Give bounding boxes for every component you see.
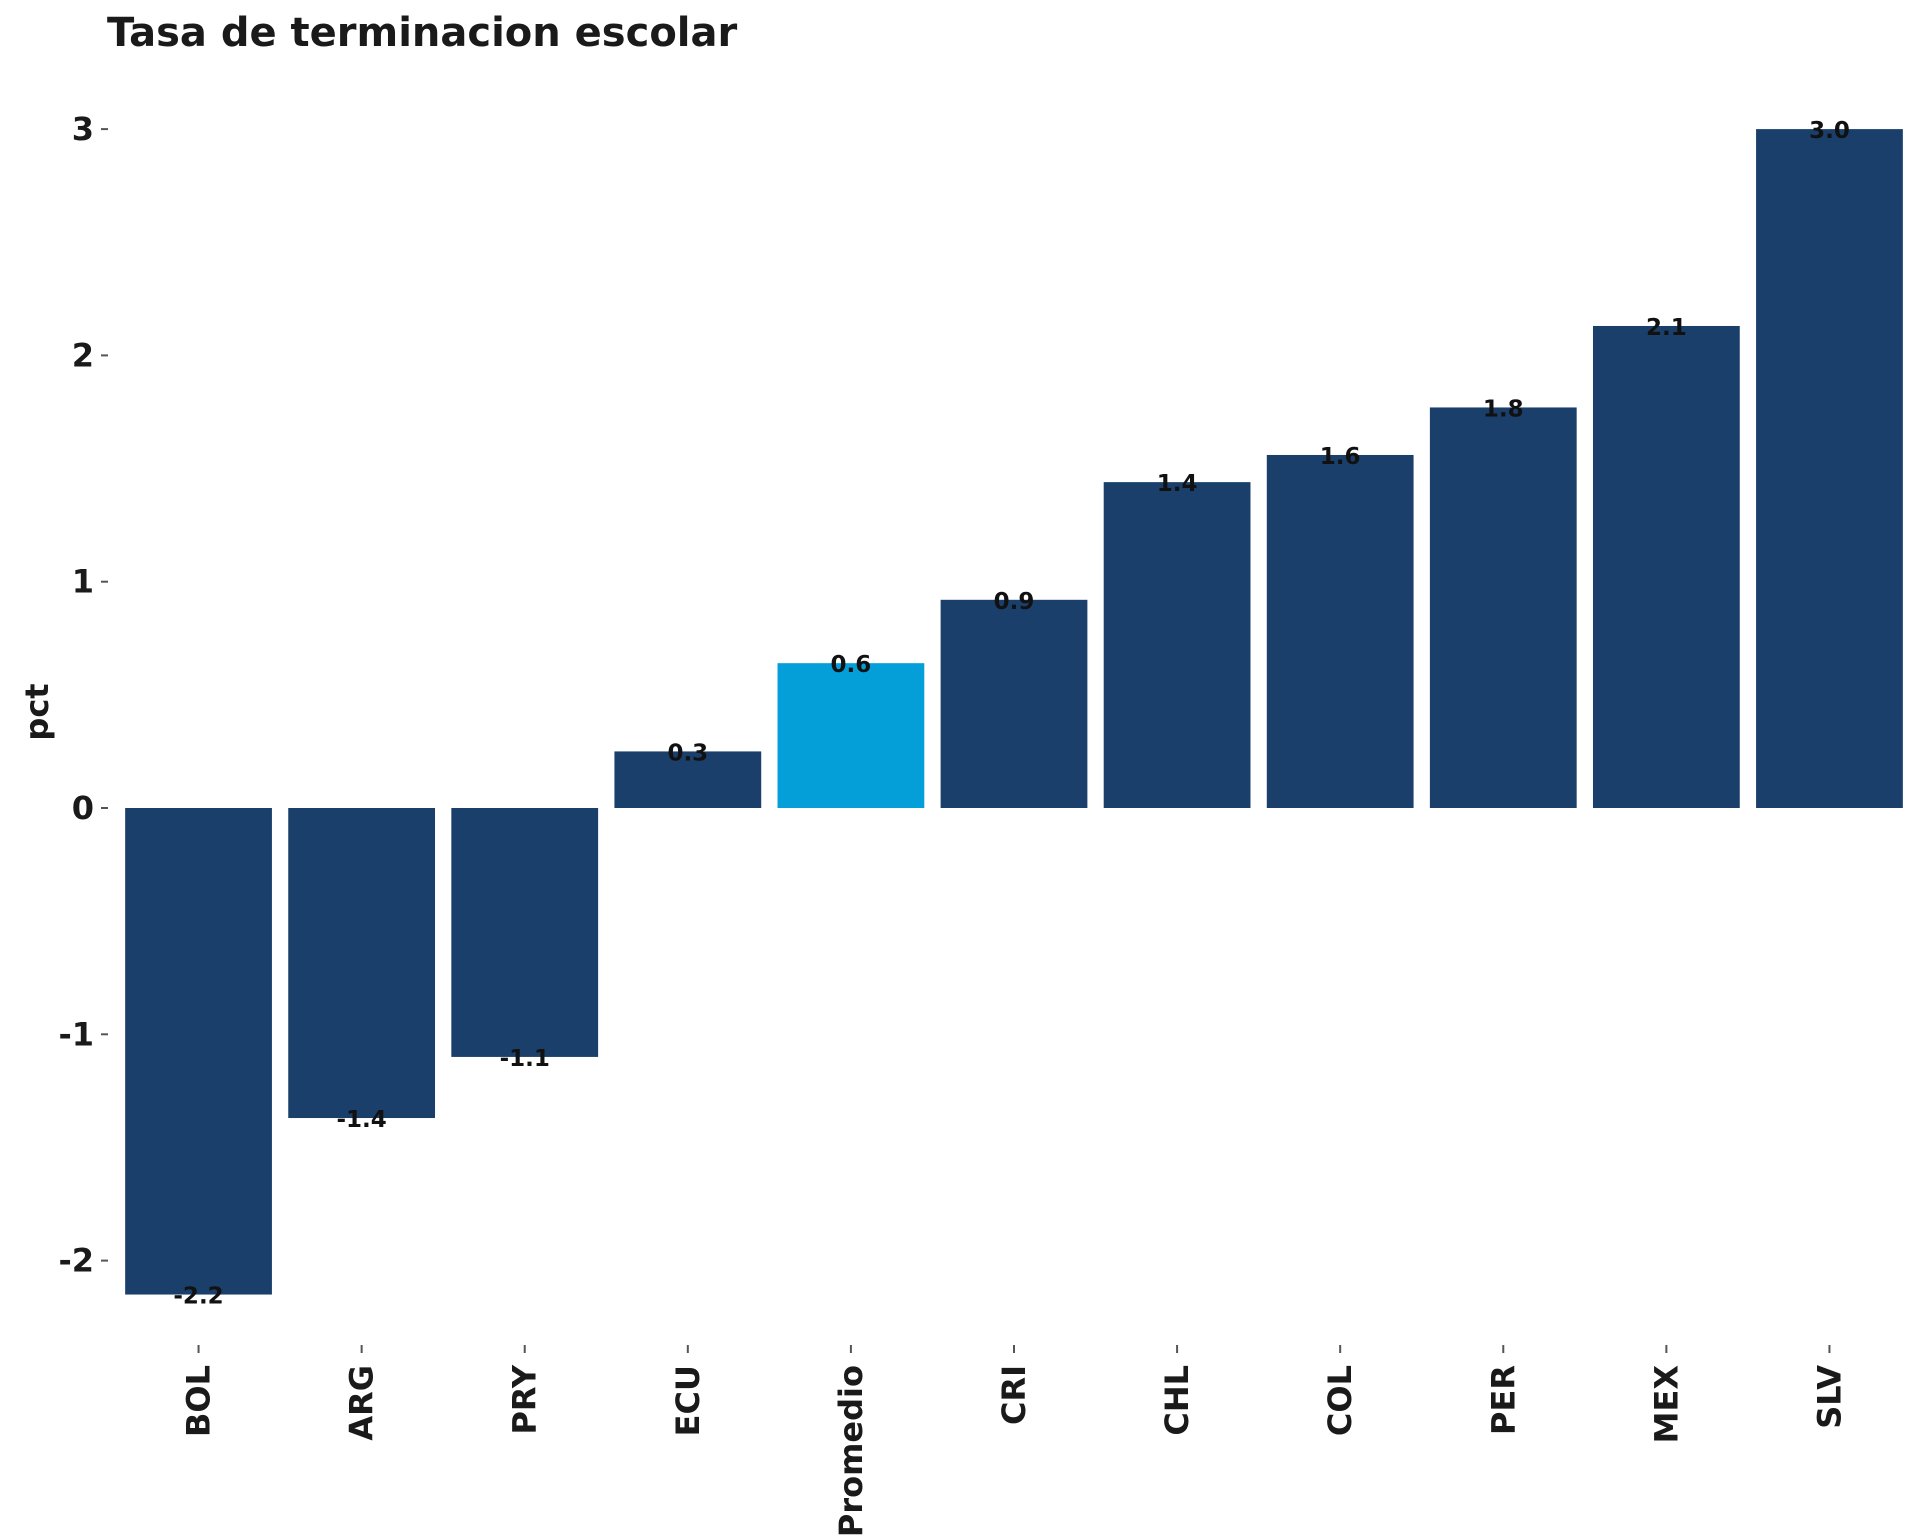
x-tick-label: ARG bbox=[343, 1365, 381, 1441]
x-axis: BOL ARG PRY ECU Promedio CRI CHL COL PER MEX SLV bbox=[180, 1345, 1848, 1536]
x-tick-label: CRI bbox=[995, 1365, 1033, 1425]
bar-promedio bbox=[777, 663, 925, 808]
bars bbox=[125, 129, 1903, 1295]
data-label: -2.2 bbox=[173, 1284, 223, 1310]
x-tick-label: SLV bbox=[1810, 1365, 1848, 1429]
y-tick-label: -1 bbox=[58, 1015, 94, 1053]
y-tick-label: 0 bbox=[72, 789, 94, 827]
data-label: 0.9 bbox=[994, 589, 1035, 615]
x-tick-label: PRY bbox=[506, 1364, 544, 1434]
data-label: 0.3 bbox=[667, 740, 708, 766]
y-tick-label: 3 bbox=[72, 110, 94, 148]
bar-ecu bbox=[614, 751, 762, 808]
data-label: -1.4 bbox=[336, 1107, 386, 1133]
bar-slv bbox=[1756, 129, 1903, 809]
bar-mex bbox=[1592, 325, 1740, 808]
x-tick-label: CHL bbox=[1158, 1365, 1196, 1436]
bar-chl bbox=[1103, 482, 1251, 808]
x-tick-label: ECU bbox=[669, 1365, 707, 1436]
data-label: 0.6 bbox=[831, 652, 872, 678]
data-label: 1.4 bbox=[1157, 471, 1198, 497]
data-label: 1.6 bbox=[1320, 444, 1361, 470]
bar-bol bbox=[125, 808, 272, 1295]
y-tick-label: 2 bbox=[72, 336, 94, 374]
x-tick-label: PER bbox=[1484, 1365, 1522, 1435]
bar-arg bbox=[288, 808, 436, 1119]
bar-pry bbox=[451, 808, 599, 1057]
x-tick-label: BOL bbox=[180, 1365, 218, 1437]
x-tick-label: COL bbox=[1321, 1365, 1359, 1436]
x-tick-label: MEX bbox=[1647, 1365, 1685, 1444]
x-tick-label: Promedio bbox=[832, 1365, 870, 1536]
bar-col bbox=[1266, 454, 1414, 808]
chart-title: Tasa de terminacion escolar bbox=[107, 10, 738, 56]
data-label: -1.1 bbox=[500, 1046, 550, 1072]
y-tick-label: -2 bbox=[58, 1242, 94, 1280]
data-label: 3.0 bbox=[1809, 118, 1850, 144]
data-label: 1.8 bbox=[1483, 396, 1524, 422]
bar-cri bbox=[940, 599, 1088, 808]
y-tick-label: 1 bbox=[72, 563, 94, 601]
data-labels: -2.2 -1.4 -1.1 0.3 0.6 0.9 1.4 1.6 1.8 2.1 3.0 bbox=[173, 118, 1849, 1309]
y-axis: -2 -1 0 1 2 3 bbox=[58, 110, 108, 1280]
data-label: 2.1 bbox=[1646, 315, 1687, 341]
y-axis-title: pct bbox=[18, 683, 56, 740]
bar-per bbox=[1429, 407, 1577, 808]
